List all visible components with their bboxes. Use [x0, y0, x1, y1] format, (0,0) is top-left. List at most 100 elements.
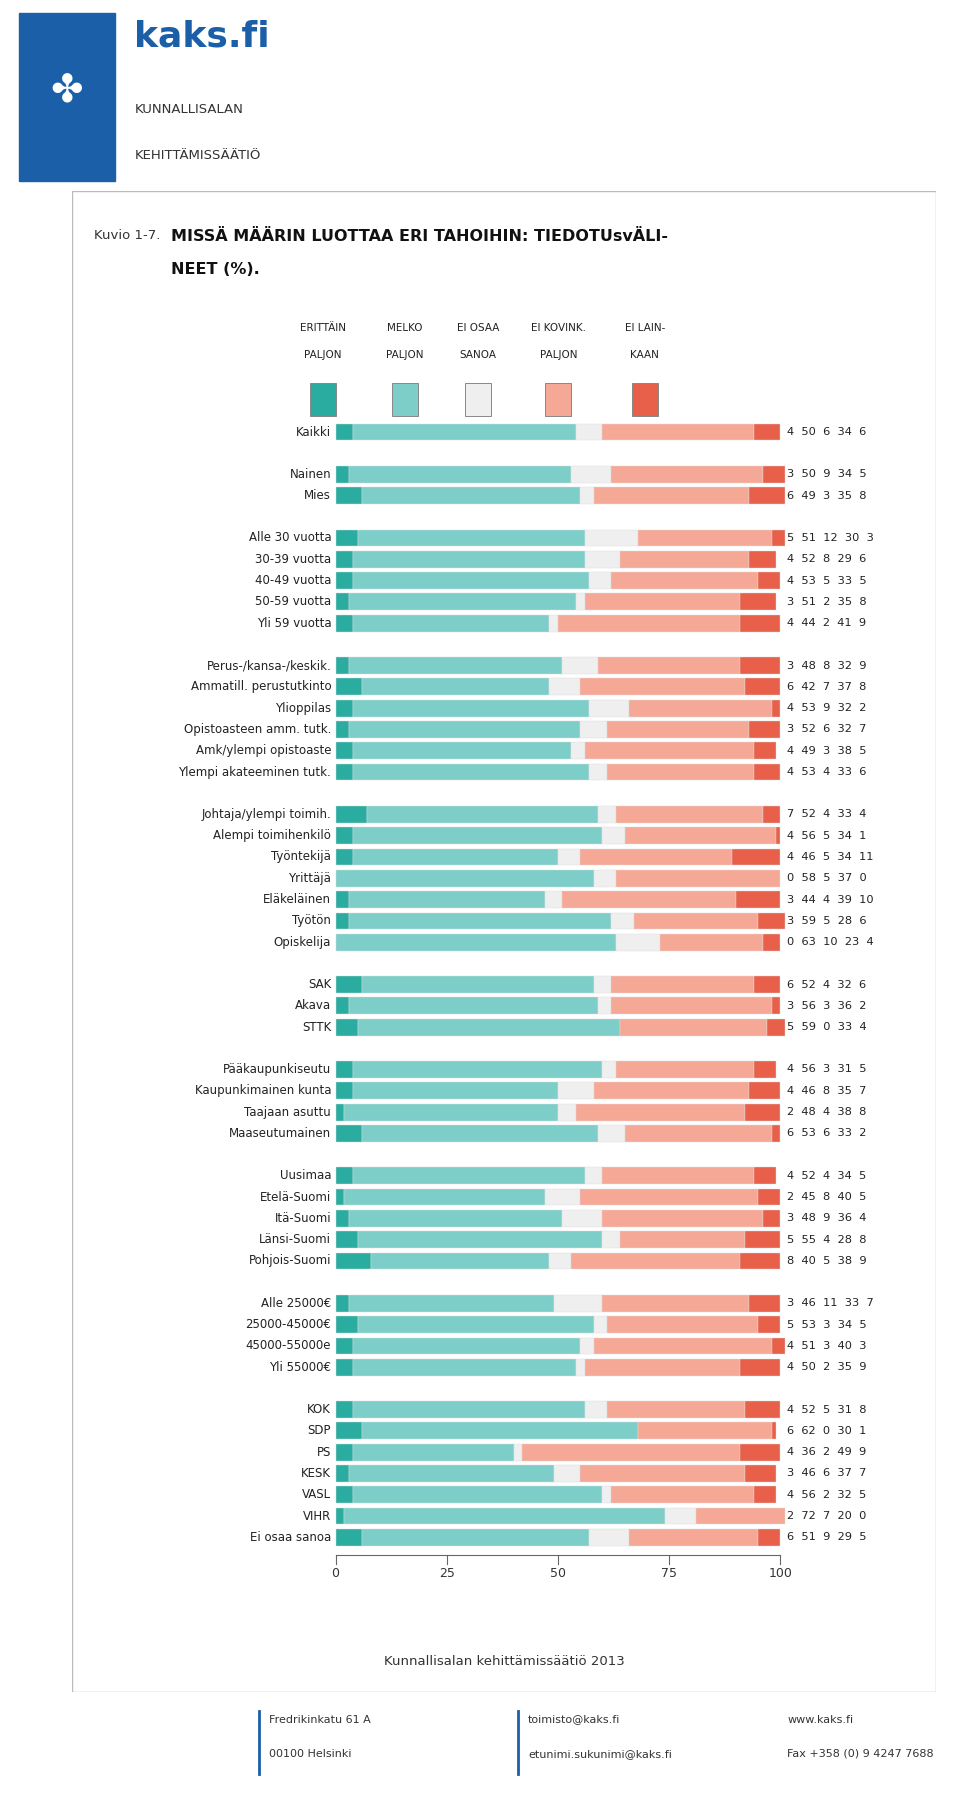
Text: 50: 50 — [550, 1566, 566, 1581]
Bar — [612, 913, 634, 930]
Bar — [612, 977, 754, 993]
Bar — [348, 593, 576, 611]
Text: Yrittäjä: Yrittäjä — [288, 871, 331, 884]
Bar — [353, 1401, 585, 1419]
Bar — [754, 977, 780, 993]
Text: KESK: KESK — [301, 1466, 331, 1481]
Text: 4  51  3  40  3: 4 51 3 40 3 — [787, 1341, 867, 1352]
Text: 4  46  5  34  11: 4 46 5 34 11 — [787, 851, 874, 862]
Bar — [598, 657, 740, 673]
Text: KEHITTÄMISSÄÄTIÖ: KEHITTÄMISSÄÄTIÖ — [134, 149, 261, 162]
Text: Pääkaupunkiseutu: Pääkaupunkiseutu — [223, 1062, 331, 1077]
Text: SAK: SAK — [308, 979, 331, 991]
Bar — [603, 828, 625, 844]
Bar — [336, 1168, 353, 1184]
Text: Alle 25000€: Alle 25000€ — [261, 1297, 331, 1310]
Bar — [616, 806, 762, 822]
Text: www.kaks.fi: www.kaks.fi — [787, 1715, 853, 1724]
Bar — [612, 573, 758, 589]
Text: 75: 75 — [661, 1566, 677, 1581]
Bar — [629, 1530, 758, 1546]
Bar — [558, 615, 740, 631]
Text: 5  55  4  28  8: 5 55 4 28 8 — [787, 1235, 867, 1244]
Text: EI OSAA: EI OSAA — [457, 324, 499, 333]
Bar — [465, 384, 491, 417]
Bar — [745, 1464, 776, 1482]
Bar — [348, 997, 598, 1015]
Bar — [336, 1082, 353, 1099]
Text: Pohjois-Suomi: Pohjois-Suomi — [249, 1255, 331, 1268]
Bar — [638, 529, 772, 546]
Bar — [336, 1359, 353, 1375]
Text: 50-59 vuotta: 50-59 vuotta — [255, 595, 331, 608]
Text: SANOA: SANOA — [460, 349, 496, 360]
Bar — [732, 849, 780, 866]
Text: Kuvio 1-7.: Kuvio 1-7. — [93, 229, 160, 242]
Bar — [758, 1188, 780, 1206]
Bar — [758, 573, 780, 589]
Bar — [336, 466, 348, 482]
Text: Ylempi akateeminen tutk.: Ylempi akateeminen tutk. — [179, 766, 331, 779]
Bar — [772, 700, 780, 717]
Text: Taajaan asuttu: Taajaan asuttu — [245, 1106, 331, 1119]
Text: SDP: SDP — [308, 1424, 331, 1437]
Text: 30-39 vuotta: 30-39 vuotta — [255, 553, 331, 566]
Bar — [750, 1295, 780, 1311]
Text: EI LAIN-: EI LAIN- — [625, 324, 665, 333]
Bar — [336, 1444, 353, 1461]
Bar — [549, 1253, 571, 1270]
Bar — [336, 742, 353, 759]
Text: Ylioppilas: Ylioppilas — [276, 702, 331, 715]
Bar — [336, 1508, 345, 1524]
Text: etunimi.sukunimi@kaks.fi: etunimi.sukunimi@kaks.fi — [528, 1750, 672, 1759]
Text: Fax +358 (0) 9 4247 7688: Fax +358 (0) 9 4247 7688 — [787, 1750, 934, 1759]
Text: 100: 100 — [769, 1566, 792, 1581]
Bar — [336, 1231, 358, 1248]
Text: PALJON: PALJON — [303, 349, 342, 360]
Bar — [758, 1530, 780, 1546]
Bar — [758, 1317, 780, 1333]
Text: Alle 30 vuotta: Alle 30 vuotta — [249, 531, 331, 544]
Text: 5  51  12  30  3: 5 51 12 30 3 — [787, 533, 875, 542]
Text: 5  59  0  33  4: 5 59 0 33 4 — [787, 1022, 867, 1031]
Bar — [336, 1337, 353, 1355]
Text: VASL: VASL — [302, 1488, 331, 1501]
Bar — [353, 1337, 580, 1355]
Bar — [358, 1317, 593, 1333]
Bar — [362, 977, 593, 993]
Text: 25: 25 — [439, 1566, 455, 1581]
Text: ERITTÄIN: ERITTÄIN — [300, 324, 346, 333]
Text: 7  52  4  33  4: 7 52 4 33 4 — [787, 809, 867, 819]
Bar — [348, 913, 612, 930]
Text: Kaupunkimainen kunta: Kaupunkimainen kunta — [195, 1084, 331, 1097]
Text: STTK: STTK — [302, 1020, 331, 1033]
Bar — [740, 593, 776, 611]
Bar — [585, 1359, 740, 1375]
Text: 45000-55000e: 45000-55000e — [246, 1339, 331, 1352]
Bar — [620, 1231, 745, 1248]
Bar — [336, 1019, 358, 1035]
Bar — [345, 1188, 544, 1206]
Text: 5  53  3  34  5: 5 53 3 34 5 — [787, 1319, 867, 1330]
Bar — [736, 891, 780, 908]
Bar — [767, 1019, 785, 1035]
Bar — [580, 1464, 745, 1482]
Text: Länsi-Suomi: Länsi-Suomi — [259, 1233, 331, 1246]
Bar — [754, 1486, 776, 1502]
Bar — [336, 720, 348, 739]
Text: Amk/ylempi opistoaste: Amk/ylempi opistoaste — [196, 744, 331, 757]
Text: EI KOVINK.: EI KOVINK. — [531, 324, 586, 333]
Bar — [336, 1530, 362, 1546]
Bar — [336, 1295, 348, 1311]
Bar — [362, 1422, 638, 1439]
Bar — [772, 1422, 776, 1439]
Bar — [544, 1188, 580, 1206]
Text: Fredrikinkatu 61 A: Fredrikinkatu 61 A — [269, 1715, 371, 1724]
Bar — [607, 764, 754, 780]
Text: KAAN: KAAN — [631, 349, 660, 360]
Bar — [353, 1168, 585, 1184]
Text: 3  59  5  28  6: 3 59 5 28 6 — [787, 917, 867, 926]
Text: Uusimaa: Uusimaa — [279, 1170, 331, 1182]
Text: 0  58  5  37  0: 0 58 5 37 0 — [787, 873, 867, 884]
Bar — [392, 384, 418, 417]
